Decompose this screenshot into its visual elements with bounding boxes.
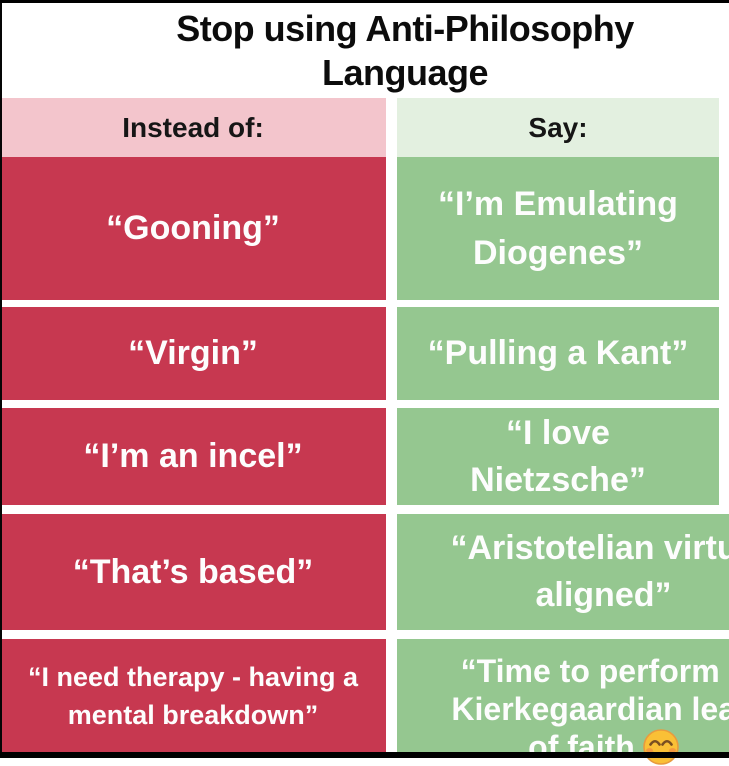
cell-say-1: “I’m Emulating Diogenes” (397, 157, 719, 300)
cell-text: aligned” (535, 576, 672, 614)
cell-text: “I love (506, 413, 610, 452)
cell-instead-of-2: “Virgin” (0, 307, 386, 400)
column-header-say: Say: (397, 98, 719, 157)
cell-instead-of-5: “I need therapy - having a mental breakd… (0, 639, 386, 753)
cell-text: Diogenes” (472, 233, 644, 272)
cell-text: “That’s based” (72, 552, 314, 591)
top-crop-border (0, 0, 729, 3)
smiling-face-emoji (643, 729, 679, 765)
title-line-2: Language (321, 52, 489, 93)
header-label: Instead of: (122, 111, 264, 143)
cell-text: mental breakdown” (67, 700, 319, 730)
cell-text: “Pulling a Kant” (427, 334, 689, 372)
cell-instead-of-1: “Gooning” (0, 157, 386, 300)
cell-say-3: “I love Nietzsche” (397, 408, 719, 505)
cell-text: “Gooning” (106, 209, 280, 247)
cell-text: Kierkegaardian leap (451, 691, 729, 727)
cell-text: of faith (528, 729, 635, 765)
column-header-instead-of: Instead of: (0, 98, 386, 157)
cell-text-row: of faith (528, 728, 679, 766)
cell-text: “I’m Emulating (438, 184, 678, 223)
page-title: Stop using Anti-Philosophy Language (0, 7, 729, 95)
header-label: Say: (528, 111, 588, 143)
cell-instead-of-4: “That’s based” (0, 514, 386, 630)
cell-say-2: “Pulling a Kant” (397, 307, 719, 400)
cell-say-5: “Time to perform a Kierkegaardian leap o… (397, 639, 729, 765)
bottom-crop-border (0, 752, 729, 758)
cell-text: “Time to perform a (460, 653, 729, 689)
cell-text: Nietzsche” (470, 460, 646, 499)
cell-text: “I need therapy - having a (27, 662, 359, 692)
cell-instead-of-3: “I’m an incel” (0, 408, 386, 505)
cell-text: “I’m an incel” (83, 437, 303, 475)
cell-text: “Virgin” (128, 334, 258, 372)
title-line-1: Stop using Anti-Philosophy (176, 8, 634, 49)
left-crop-border (0, 0, 2, 752)
cell-say-4: “Aristotelian virtue aligned” (397, 514, 729, 630)
cell-text: “Aristotelian virtue (450, 529, 729, 567)
